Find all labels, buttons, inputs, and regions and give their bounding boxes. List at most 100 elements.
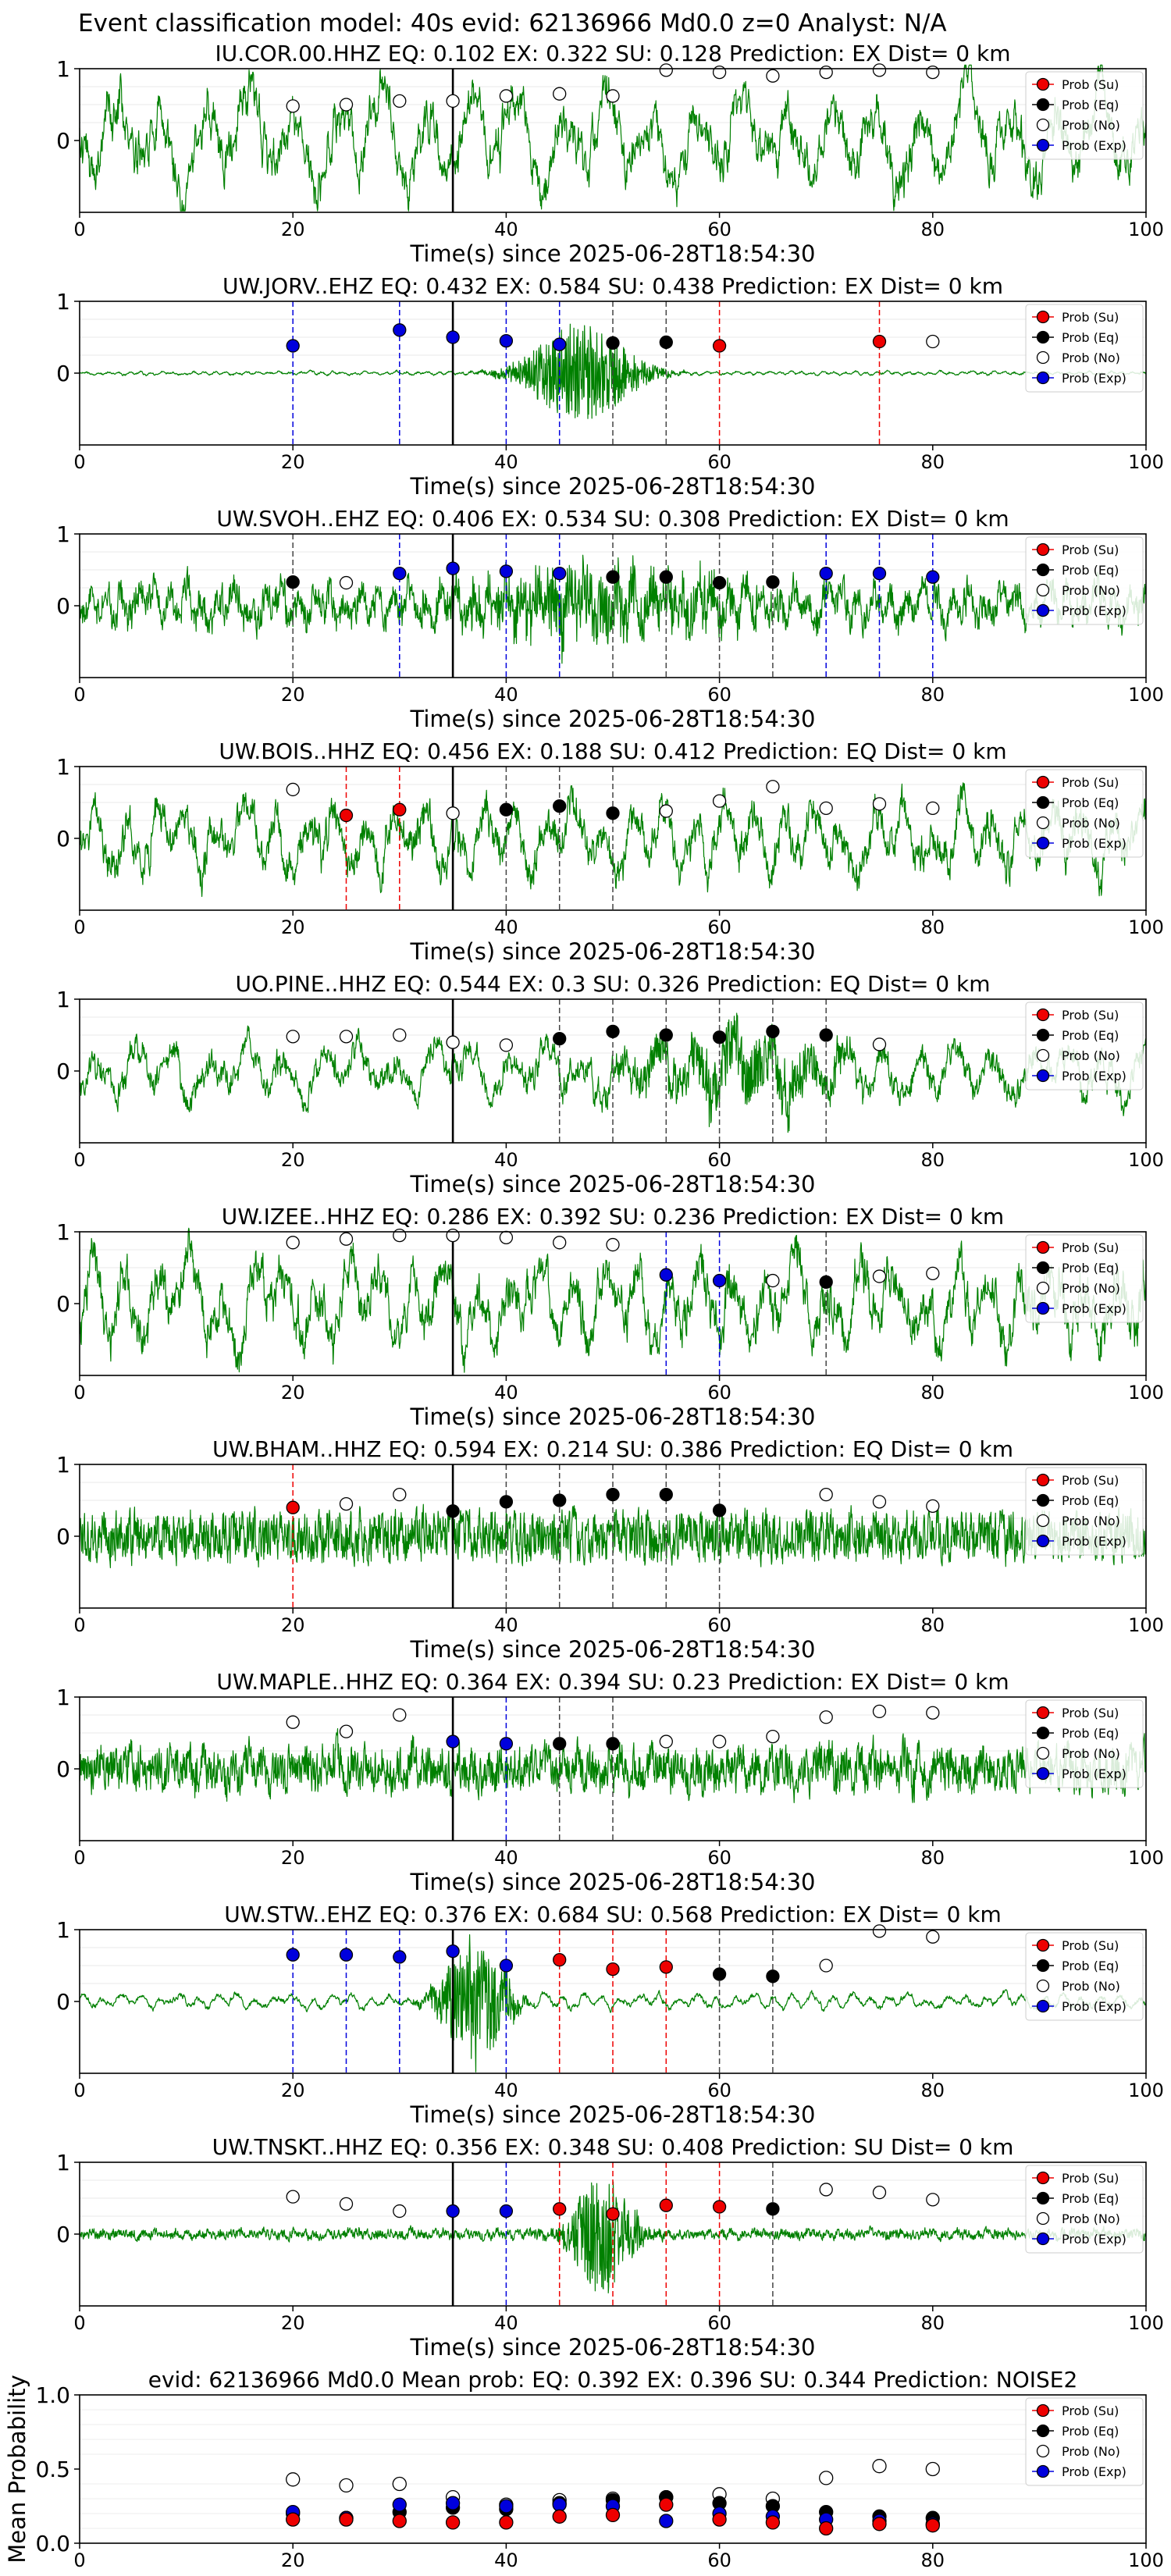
marker-no bbox=[926, 1499, 940, 1514]
panel-title: UW.BOIS..HHZ EQ: 0.456 EX: 0.188 SU: 0.4… bbox=[219, 738, 1006, 764]
marker-no bbox=[659, 63, 673, 77]
legend-label: Prob (No) bbox=[1062, 583, 1120, 598]
marker-su bbox=[1036, 1008, 1050, 1022]
legend-label: Prob (No) bbox=[1062, 2444, 1120, 2459]
legend-label: Prob (No) bbox=[1062, 2211, 1120, 2226]
legend-label: Prob (Exp) bbox=[1062, 2464, 1127, 2479]
marker-exp bbox=[499, 2204, 514, 2218]
marker-no bbox=[766, 69, 780, 83]
marker-exp bbox=[499, 333, 514, 348]
x-axis-label: Time(s) since 2025-06-28T18:54:30 bbox=[410, 1404, 816, 1430]
legend-label: Prob (Su) bbox=[1062, 310, 1119, 325]
marker-no bbox=[1036, 2444, 1050, 2458]
x-tick-label: 100 bbox=[1128, 1847, 1164, 1869]
x-tick-label: 80 bbox=[921, 916, 945, 938]
legend-label: Prob (Exp) bbox=[1062, 371, 1127, 386]
y-tick-label: 0 bbox=[56, 2222, 70, 2247]
legend-box bbox=[1025, 536, 1144, 625]
marker-no bbox=[659, 1735, 673, 1749]
legend-label: Prob (Su) bbox=[1062, 543, 1119, 557]
marker-no bbox=[286, 1030, 300, 1044]
y-tick-label: 1 bbox=[56, 289, 70, 315]
marker-exp bbox=[553, 337, 567, 351]
marker-eq bbox=[659, 335, 673, 350]
marker-su bbox=[925, 2518, 940, 2533]
x-tick-label: 0 bbox=[73, 2549, 85, 2571]
marker-eq bbox=[606, 806, 620, 820]
legend-label: Prob (Exp) bbox=[1062, 1999, 1127, 2014]
marker-su bbox=[553, 2202, 567, 2216]
marker-eq bbox=[766, 1024, 780, 1039]
marker-exp bbox=[499, 564, 514, 578]
marker-su bbox=[819, 2521, 834, 2536]
marker-eq bbox=[499, 802, 514, 817]
x-tick-label: 0 bbox=[73, 916, 85, 938]
legend-label: Prob (Exp) bbox=[1062, 1534, 1127, 1549]
x-tick-label: 20 bbox=[281, 2549, 305, 2571]
x-tick-label: 0 bbox=[73, 684, 85, 706]
marker-no bbox=[499, 89, 514, 103]
legend-label: Prob (Exp) bbox=[1062, 1069, 1127, 1083]
marker-eq bbox=[819, 1275, 833, 1290]
x-tick-label: 100 bbox=[1128, 2549, 1164, 2571]
legend-box bbox=[1025, 1467, 1144, 1556]
marker-eq bbox=[819, 1028, 833, 1042]
legend-label: Prob (Eq) bbox=[1062, 563, 1119, 578]
marker-no bbox=[926, 1930, 940, 1944]
legend-label: Prob (Exp) bbox=[1062, 1301, 1127, 1316]
legend-label: Prob (Eq) bbox=[1062, 98, 1119, 112]
x-axis-label: Time(s) since 2025-06-28T18:54:30 bbox=[410, 1171, 816, 1197]
marker-exp bbox=[393, 566, 407, 581]
marker-no bbox=[1036, 1979, 1050, 1993]
marker-no bbox=[286, 1236, 300, 1250]
marker-exp bbox=[872, 566, 887, 581]
x-tick-label: 0 bbox=[73, 2312, 85, 2334]
marker-no bbox=[339, 1232, 354, 1246]
marker-eq bbox=[1036, 1493, 1050, 1507]
legend-box bbox=[1025, 1932, 1144, 2021]
marker-su bbox=[499, 2515, 514, 2530]
marker-no bbox=[926, 801, 940, 816]
legend-box bbox=[1025, 2397, 1144, 2486]
marker-exp bbox=[393, 323, 407, 337]
marker-eq bbox=[1036, 98, 1050, 112]
legend-label: Prob (Su) bbox=[1062, 1938, 1119, 1953]
marker-exp bbox=[552, 2497, 567, 2512]
marker-eq bbox=[606, 1737, 620, 1751]
panel-title: UW.MAPLE..HHZ EQ: 0.364 EX: 0.394 SU: 0.… bbox=[216, 1669, 1009, 1695]
marker-su bbox=[659, 2497, 674, 2512]
marker-no bbox=[1036, 350, 1050, 365]
marker-eq bbox=[286, 575, 300, 589]
marker-no bbox=[819, 1710, 833, 1724]
marker-exp bbox=[553, 566, 567, 581]
marker-exp bbox=[1036, 836, 1050, 850]
marker-su bbox=[1036, 1706, 1050, 1720]
marker-no bbox=[1036, 1746, 1050, 1760]
marker-exp bbox=[1036, 2464, 1050, 2478]
y-tick-label: 1 bbox=[56, 1219, 70, 1245]
y-tick-label: 0.0 bbox=[35, 2531, 70, 2556]
marker-exp bbox=[659, 1268, 673, 1282]
x-tick-label: 100 bbox=[1128, 451, 1164, 473]
marker-no bbox=[872, 1495, 887, 1509]
marker-eq bbox=[1036, 330, 1050, 344]
marker-exp bbox=[926, 570, 940, 584]
y-tick-label: 0 bbox=[56, 1989, 70, 2015]
marker-no bbox=[712, 65, 727, 80]
x-tick-label: 60 bbox=[707, 2312, 731, 2334]
x-tick-label: 0 bbox=[73, 1614, 85, 1636]
marker-no bbox=[339, 98, 354, 112]
panel-2: 0 20 40 60 80 100 1 0 Prob (Su) Prob (Eq) Prob (No… bbox=[56, 273, 1164, 500]
y-tick-label: 0 bbox=[56, 361, 70, 386]
marker-su bbox=[659, 2198, 673, 2212]
marker-no bbox=[872, 1704, 887, 1719]
x-tick-label: 80 bbox=[921, 684, 945, 706]
y-tick-label: 1 bbox=[56, 2150, 70, 2176]
marker-su bbox=[1036, 2171, 1050, 2185]
marker-exp bbox=[286, 339, 300, 353]
marker-eq bbox=[659, 1028, 673, 1042]
marker-eq bbox=[1036, 1959, 1050, 1973]
x-tick-label: 20 bbox=[281, 451, 305, 473]
legend-box bbox=[1025, 1002, 1144, 1091]
x-axis-label: Time(s) since 2025-06-28T18:54:30 bbox=[410, 473, 816, 500]
